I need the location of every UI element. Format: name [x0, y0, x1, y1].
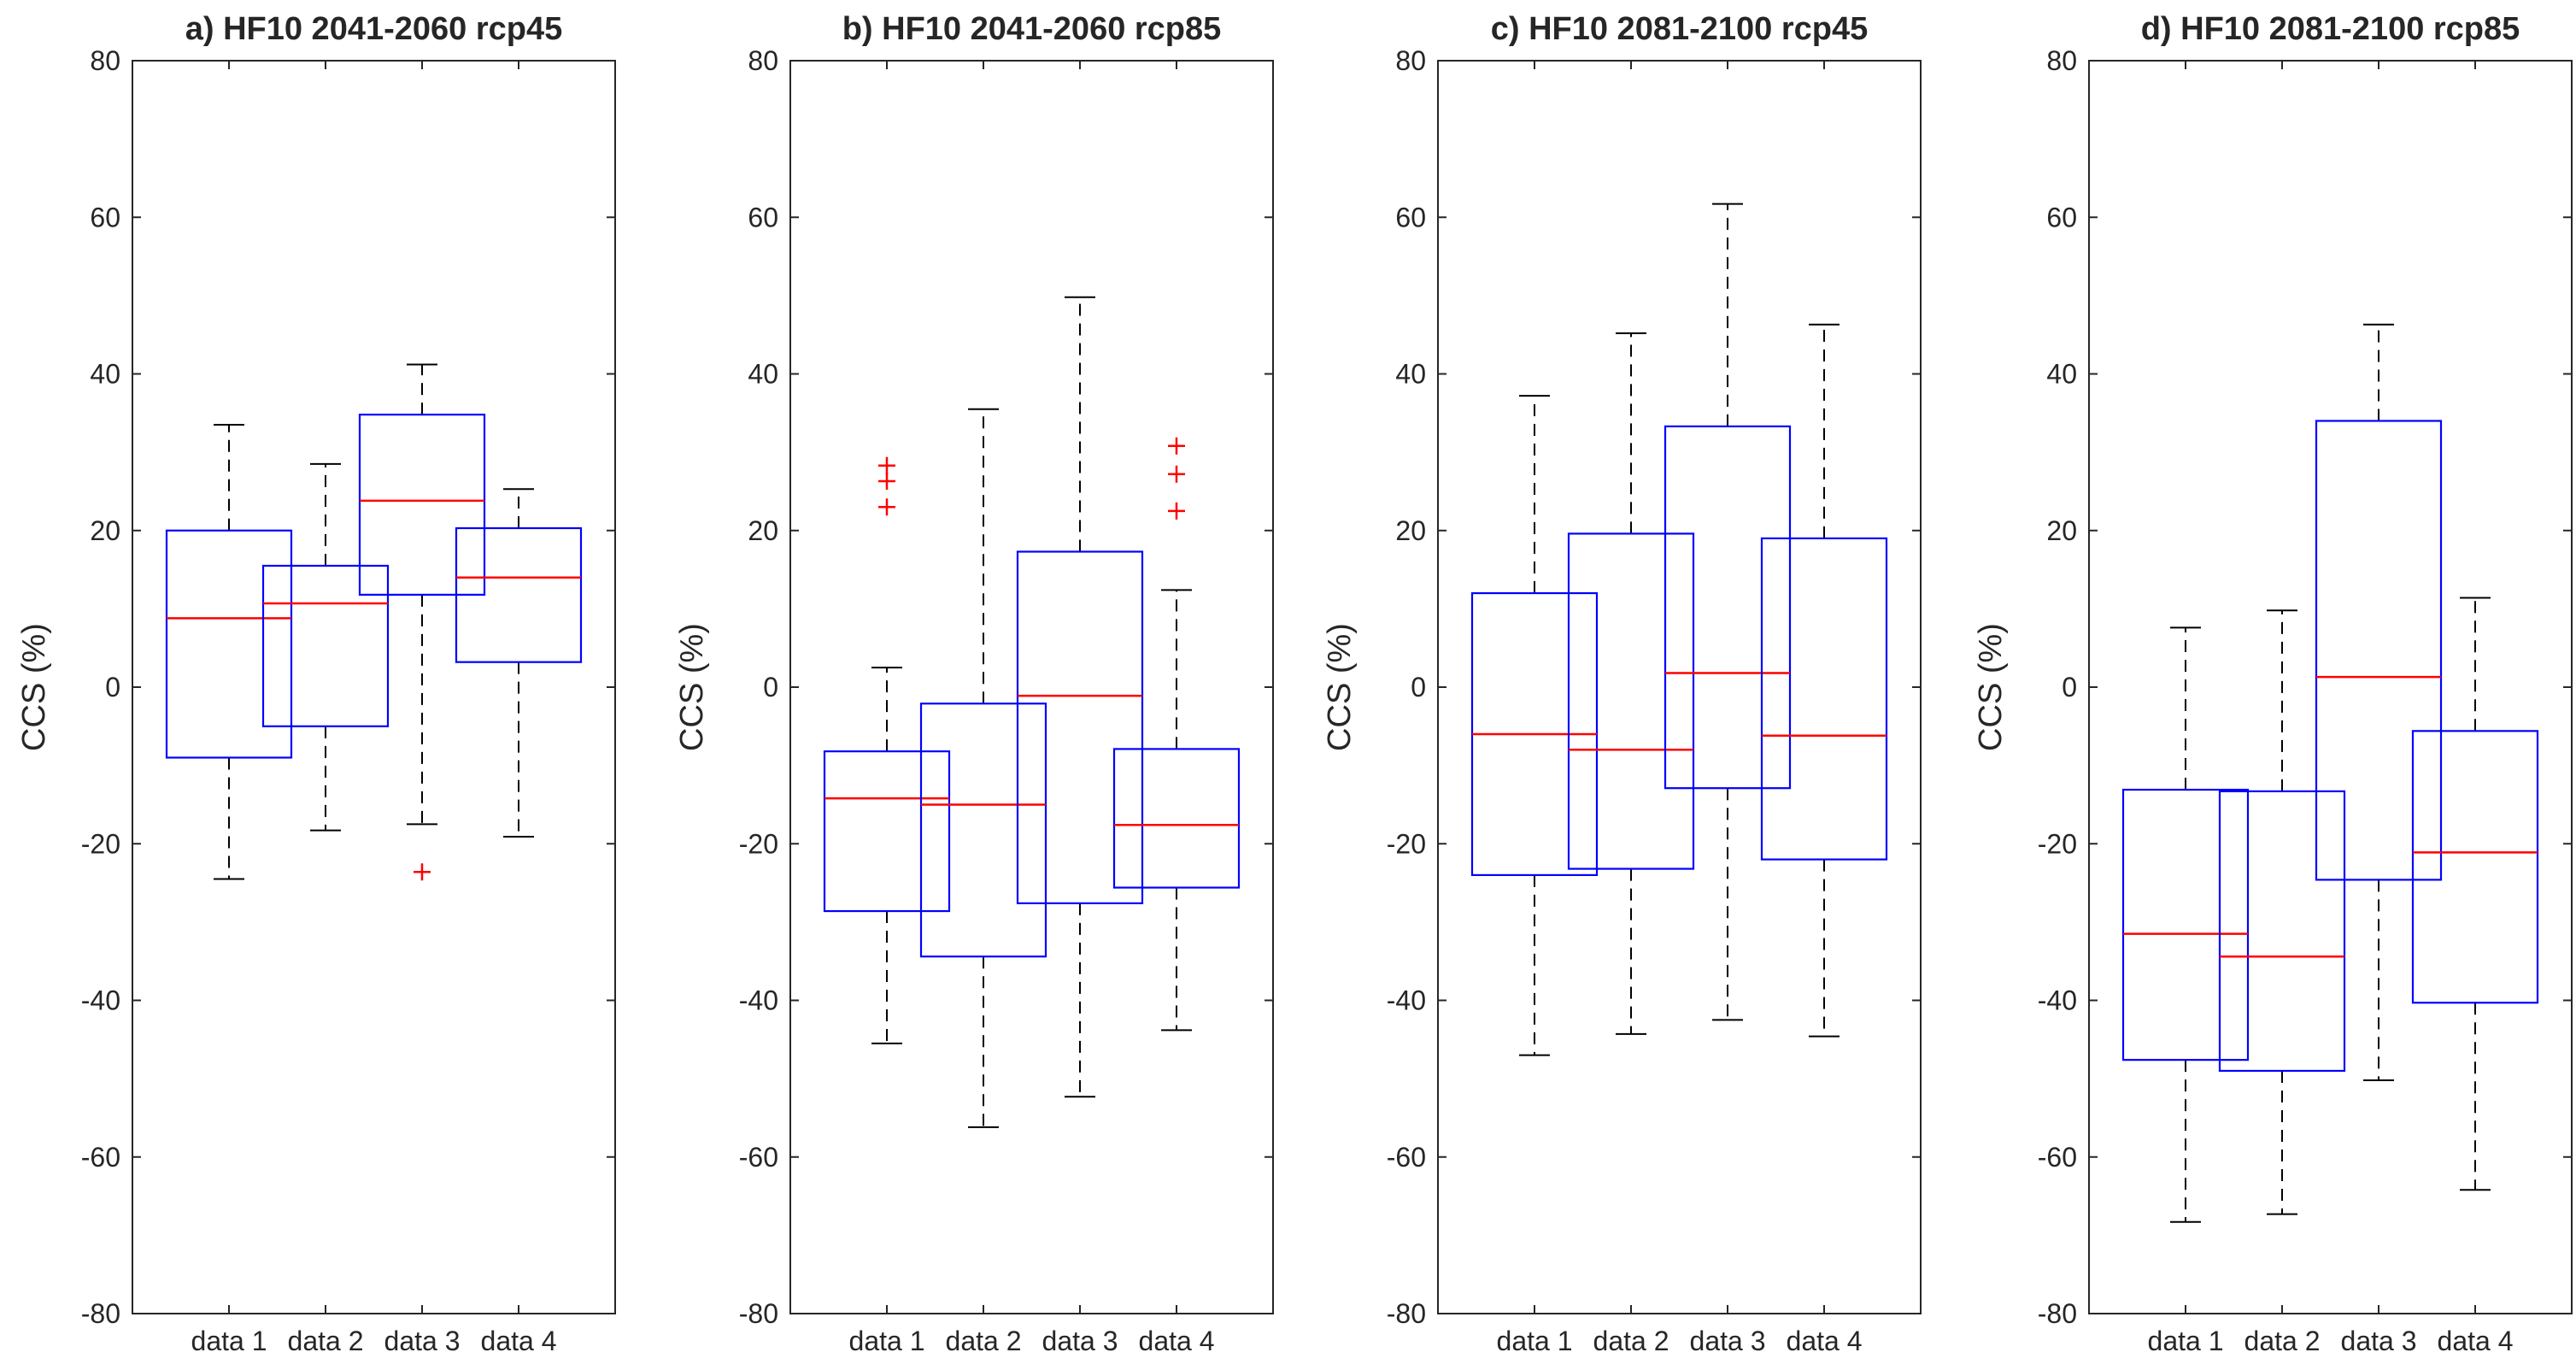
- axes-frame: [132, 60, 616, 1314]
- y-tick-label: 80: [90, 45, 120, 76]
- panel-title: b) HF10 2041-2060 rcp85: [842, 11, 1222, 47]
- y-tick-label: -20: [2038, 828, 2077, 859]
- outlier-marker: [1168, 465, 1185, 483]
- x-tick-label: data 1: [191, 1326, 267, 1356]
- box: [358, 414, 486, 596]
- y-tick-label: 60: [90, 202, 120, 232]
- x-tick-label: data 2: [946, 1326, 1022, 1356]
- y-tick-label: -60: [81, 1142, 120, 1173]
- y-tick-label: -40: [739, 985, 778, 1016]
- y-tick-label: 20: [90, 515, 120, 546]
- box: [823, 750, 951, 913]
- y-tick-label: 20: [2046, 515, 2077, 546]
- box: [261, 564, 390, 727]
- x-tick-label: data 3: [384, 1326, 461, 1356]
- y-tick-label: 40: [1395, 359, 1426, 390]
- x-tick-label: data 4: [1787, 1326, 1863, 1356]
- axes-frame: [789, 60, 1274, 1314]
- x-tick-label: data 1: [849, 1326, 925, 1356]
- panel-3: 80 60 40 20 0 -20 -40 -60 -80 c) HF10 2081-2100 r…: [1322, 11, 1922, 1356]
- y-tick-label: 60: [2046, 202, 2077, 232]
- y-tick-label: 80: [1395, 45, 1426, 76]
- y-tick-label: 80: [748, 45, 778, 76]
- box: [2218, 790, 2346, 1073]
- y-tick-label: -20: [81, 828, 120, 859]
- y-axis-label: CCS (%): [674, 623, 710, 751]
- y-tick-label: 60: [748, 202, 778, 232]
- y-tick-label: -60: [739, 1142, 778, 1173]
- y-tick-label: 0: [1411, 672, 1426, 703]
- panel-1: 80 60 40 20 0 -20 -40 -60 -80 a) HF10 2041-2060 r…: [16, 11, 616, 1356]
- panel-title: c) HF10 2081-2100 rcp45: [1491, 11, 1869, 47]
- outlier-marker: [1168, 437, 1185, 455]
- y-tick-label: -80: [2038, 1298, 2077, 1329]
- x-tick-label: data 3: [1690, 1326, 1766, 1356]
- x-tick-label: data 3: [2341, 1326, 2417, 1356]
- box: [919, 703, 1047, 958]
- outlier-marker: [878, 473, 895, 491]
- box: [165, 529, 293, 759]
- y-tick-label: -80: [81, 1298, 120, 1329]
- x-tick-label: data 4: [1139, 1326, 1215, 1356]
- y-tick-label: 0: [763, 672, 778, 703]
- box: [2411, 730, 2539, 1004]
- box: [1016, 550, 1144, 904]
- y-tick-label: 20: [748, 515, 778, 546]
- y-tick-label: -20: [1387, 828, 1426, 859]
- panel-title: a) HF10 2041-2060 rcp45: [185, 11, 563, 47]
- x-tick-label: data 4: [2438, 1326, 2514, 1356]
- y-tick-label: -60: [1387, 1142, 1426, 1173]
- x-tick-label: data 3: [1042, 1326, 1118, 1356]
- x-tick-label: data 1: [1497, 1326, 1573, 1356]
- panel-2: 80 60 40 20 0 -20 -40 -60 -80 b) HF10 2041-2060 r…: [674, 11, 1274, 1356]
- axes-frame: [1437, 60, 1922, 1314]
- y-axis-label: CCS (%): [1973, 623, 2009, 751]
- x-tick-label: data 4: [481, 1326, 557, 1356]
- x-tick-label: data 2: [288, 1326, 364, 1356]
- box: [1664, 425, 1792, 790]
- y-tick-label: -80: [739, 1298, 778, 1329]
- outlier-marker: [878, 456, 895, 474]
- outlier-marker: [1168, 502, 1185, 520]
- y-tick-label: 0: [2062, 672, 2077, 703]
- y-tick-label: -60: [2038, 1142, 2077, 1173]
- panel-title: d) HF10 2081-2100 rcp85: [2141, 11, 2520, 47]
- x-tick-label: data 2: [1593, 1326, 1669, 1356]
- y-tick-label: -40: [1387, 985, 1426, 1016]
- outlier-marker: [878, 498, 895, 516]
- panel-4: 80 60 40 20 0 -20 -40 -60 -80 d) HF10 2081-2100 r…: [1973, 11, 2573, 1356]
- y-tick-label: -80: [1387, 1298, 1426, 1329]
- box: [1567, 532, 1695, 870]
- y-axis-label: CCS (%): [16, 623, 52, 751]
- axes-frame: [2088, 60, 2573, 1314]
- box: [2121, 788, 2250, 1061]
- outlier-marker: [414, 863, 431, 881]
- y-tick-label: -20: [739, 828, 778, 859]
- y-tick-label: 60: [1395, 202, 1426, 232]
- box: [455, 526, 583, 663]
- y-tick-label: 40: [90, 359, 120, 390]
- x-tick-label: data 2: [2244, 1326, 2321, 1356]
- x-tick-label: data 1: [2148, 1326, 2224, 1356]
- box: [1112, 748, 1241, 889]
- y-tick-label: 0: [105, 672, 120, 703]
- box: [1760, 537, 1888, 861]
- y-tick-label: 40: [748, 359, 778, 390]
- y-tick-label: 20: [1395, 515, 1426, 546]
- y-tick-label: -40: [81, 985, 120, 1016]
- y-axis-label: CCS (%): [1322, 623, 1358, 751]
- y-tick-label: 40: [2046, 359, 2077, 390]
- y-tick-label: -40: [2038, 985, 2077, 1016]
- box: [2315, 420, 2443, 881]
- y-tick-label: 80: [2046, 45, 2077, 76]
